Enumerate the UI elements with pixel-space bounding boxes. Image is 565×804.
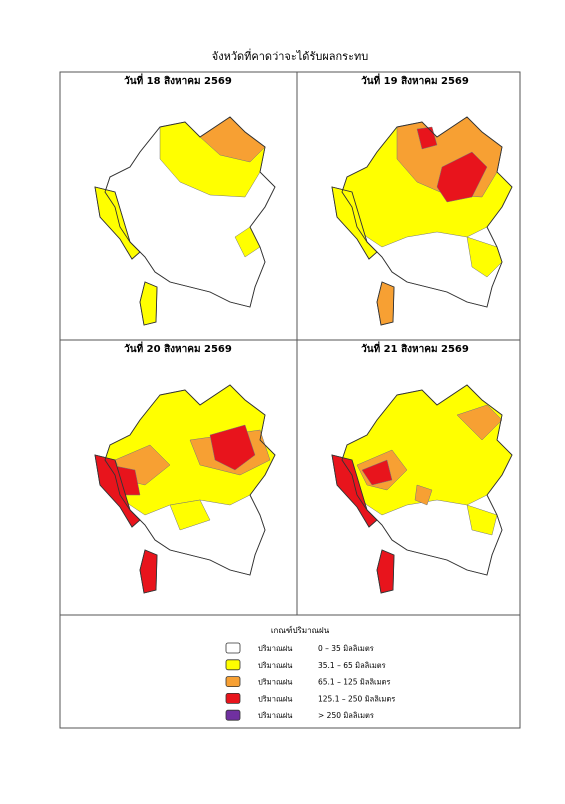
rain-zone: [414, 484, 433, 506]
legend-swatch: [225, 676, 241, 687]
rain-zone: [436, 151, 488, 203]
panel-date: วันที่ 20 สิงหาคม 2569: [124, 341, 232, 355]
map: [94, 384, 276, 594]
province-border: [376, 549, 395, 594]
province-border: [104, 384, 276, 576]
legend-range: 65.1 – 125 มิลลิเมตร: [318, 678, 390, 687]
legend-range: > 250 มิลลิเมตร: [318, 711, 374, 720]
legend-swatch: [225, 709, 241, 721]
legend-swatch: [225, 693, 241, 704]
rain-zone: [456, 404, 503, 441]
map: [331, 116, 513, 326]
panel-date: วันที่ 19 สิงหาคม 2569: [361, 73, 469, 87]
province-border: [341, 384, 513, 576]
frame: [59, 71, 521, 729]
rain-zone: [361, 459, 393, 486]
legend-range: 0 – 35 มิลลิเมตร: [318, 644, 374, 653]
province-border: [331, 186, 378, 260]
rain-zone: [169, 499, 211, 531]
rain-zone: [209, 424, 256, 471]
province-border: [139, 549, 158, 594]
province-border: [104, 116, 276, 308]
legend-range: 125.1 – 250 มิลลิเมตร: [318, 694, 395, 703]
province-border: [376, 281, 395, 326]
rain-zone: [466, 504, 498, 536]
province-border: [331, 454, 378, 528]
legend-swatch: [225, 659, 241, 671]
map: [94, 116, 276, 326]
panel-date: วันที่ 18 สิงหาคม 2569: [124, 73, 232, 87]
rain-zone: [466, 236, 503, 278]
maps: วันที่ 18 สิงหาคม 2569 วันที่ 19 สิงหาคม …: [94, 73, 513, 594]
legend: เกณฑ์ปริมาณฝน ปริมาณฝน 0 – 35 มิลลิเมตรปร…: [225, 625, 395, 721]
legend-label: ปริมาณฝน: [258, 661, 292, 670]
legend-title: เกณฑ์ปริมาณฝน: [271, 625, 330, 635]
legend-range: 35.1 – 65 มิลลิเมตร: [318, 661, 386, 670]
province-border: [139, 281, 158, 326]
legend-swatch: [225, 642, 241, 654]
legend-label: ปริมาณฝน: [258, 711, 292, 720]
province-border: [94, 186, 141, 260]
panel-date: วันที่ 21 สิงหาคม 2569: [361, 341, 469, 355]
legend-label: ปริมาณฝน: [258, 694, 292, 703]
province-border: [341, 116, 513, 308]
legend-label: ปริมาณฝน: [258, 644, 292, 653]
legend-label: ปริมาณฝน: [258, 678, 292, 687]
map: [331, 384, 513, 594]
page-title: จังหวัดที่คาดว่าจะได้รับผลกระทบ: [212, 48, 369, 63]
province-border: [94, 454, 141, 528]
